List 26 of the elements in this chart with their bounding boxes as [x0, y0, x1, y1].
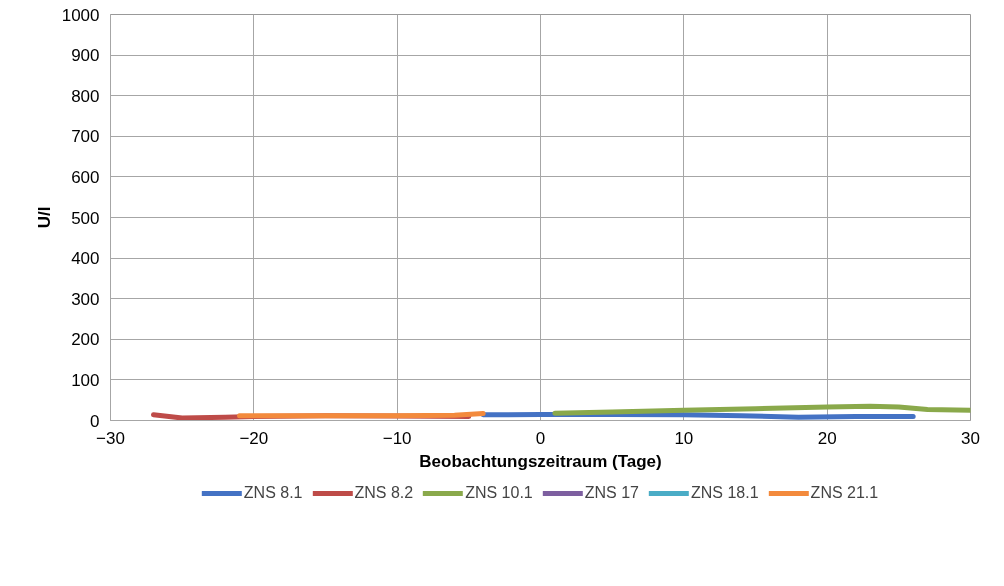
legend-label: ZNS 10.1	[465, 484, 533, 502]
legend-label: ZNS 17	[584, 484, 640, 502]
y-tick-label: 300	[71, 289, 100, 309]
x-tick-label: 0	[535, 428, 546, 448]
x-tick-label: 20	[817, 428, 837, 448]
y-tick-label: 800	[71, 86, 100, 106]
legend-label: ZNS 21.1	[810, 484, 879, 502]
y-tick-label: 100	[71, 370, 100, 390]
x-tick-label: −30	[96, 428, 125, 448]
x-tick-label: 30	[961, 428, 980, 448]
y-tick-label: 900	[71, 46, 100, 66]
y-tick-label: 500	[71, 208, 100, 228]
legend-label: ZNS 8.2	[354, 484, 414, 502]
y-tick-label: 600	[71, 167, 100, 187]
y-tick-label: 0	[90, 411, 100, 431]
y-tick-label: 400	[71, 249, 100, 269]
x-axis-title: Beobachtungszeitraum (Tage)	[419, 451, 662, 471]
legend-label: ZNS 8.1	[243, 484, 303, 502]
y-tick-label: 1000	[61, 5, 100, 25]
y-tick-label: 700	[71, 127, 100, 147]
y-tick-label: 200	[71, 330, 100, 350]
x-tick-label: 10	[674, 428, 694, 448]
legend-label: ZNS 18.1	[691, 484, 759, 502]
x-tick-label: −10	[382, 428, 412, 448]
y-axis-title: U/l	[34, 206, 54, 229]
x-tick-label: −20	[239, 428, 269, 448]
